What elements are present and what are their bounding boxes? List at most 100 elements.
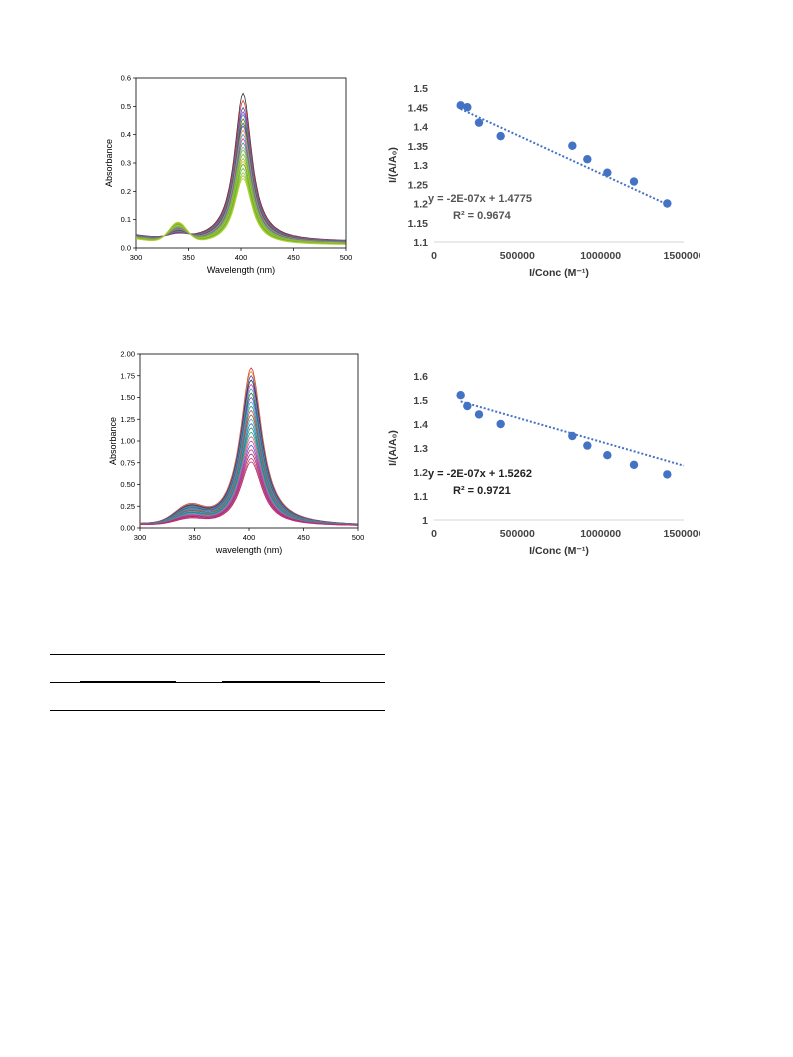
y-axis-label: I/(A/A₀) xyxy=(387,147,399,183)
y-tick-label: 0.2 xyxy=(121,187,131,196)
linear-fit-chart-bottom-svg: 0 500000 1000000 1500000 1 1.1 1.2 1.3 1.4 1.5 1.6… xyxy=(387,371,705,557)
data-point xyxy=(568,141,577,150)
table-mid-rule-emphasis-left xyxy=(80,681,176,683)
data-point xyxy=(474,118,484,127)
x-tick-label: 500 xyxy=(352,533,365,542)
spectrum-series-18 xyxy=(140,440,358,526)
data-point xyxy=(603,451,612,460)
y-tick-label: 0.4 xyxy=(121,130,131,139)
x-tick-label: 1000000 xyxy=(580,250,621,262)
data-point xyxy=(663,199,672,208)
x-tick-label: 0 xyxy=(431,528,437,540)
y-tick-label: 1.35 xyxy=(408,141,429,153)
spectra-chart-bottom: 300 350 400 450 500 0.00 0.25 0.50 0.75 1.00 1.25 1… xyxy=(98,348,368,566)
data-point xyxy=(629,177,639,186)
table-mid-rule xyxy=(50,682,385,683)
y-tick-label: 0.25 xyxy=(120,502,135,511)
data-point xyxy=(603,168,612,177)
r-squared-label: R² = 0.9721 xyxy=(453,485,511,497)
data-point xyxy=(583,155,592,164)
y-tick-label: 1.4 xyxy=(413,122,428,134)
linear-fit-chart-bottom: 0 500000 1000000 1500000 1 1.1 1.2 1.3 1.4 1.5 1.6… xyxy=(380,362,705,572)
x-tick-label: 450 xyxy=(297,533,310,542)
spectrum-series-9 xyxy=(139,401,358,525)
x-tick-label: 300 xyxy=(134,533,147,542)
spectra-chart-bottom-svg: 300 350 400 450 500 0.00 0.25 0.50 0.75 1.00 1.25 1… xyxy=(108,350,365,556)
data-point xyxy=(496,131,505,141)
trendline-equation: y = -2E-07x + 1.4775 xyxy=(428,193,532,205)
y-tick-label: 0.3 xyxy=(121,159,131,168)
y-tick-label: 1.2 xyxy=(413,199,428,211)
spectrum-series-14 xyxy=(140,423,358,526)
y-tick-label: 0.50 xyxy=(120,480,135,489)
x-tick-label: 1000000 xyxy=(580,528,621,540)
y-tick-label: 0.00 xyxy=(120,524,135,533)
y-tick-label: 1.45 xyxy=(408,102,429,114)
table-top-rule xyxy=(50,654,385,655)
y-tick-label: 1.5 xyxy=(413,83,428,95)
y-tick-label: 1.25 xyxy=(408,179,429,191)
trendline-equation: y = -2E-07x + 1.5262 xyxy=(428,468,532,480)
y-axis-label: Absorbance xyxy=(108,417,118,465)
table-bottom-rule xyxy=(50,710,385,711)
x-tick-label: 300 xyxy=(130,253,143,262)
y-tick-label: 1.3 xyxy=(413,160,428,172)
y-tick-label: 0.6 xyxy=(121,74,131,83)
x-tick-label: 400 xyxy=(243,533,256,542)
data-point xyxy=(463,401,472,411)
y-tick-label: 1.5 xyxy=(413,395,428,407)
x-tick-label: 350 xyxy=(182,253,195,262)
table-mid-rule-emphasis-right xyxy=(222,681,320,683)
spectrum-series-16 xyxy=(140,431,358,526)
x-tick-label: 500000 xyxy=(500,528,535,540)
linear-fit-chart-top-svg: 0 500000 1000000 1500000 1.1 1.15 1.2 1.25 1.3 1.… xyxy=(387,83,705,279)
x-tick-label: 500 xyxy=(340,253,353,262)
data-point xyxy=(568,431,577,441)
y-axis-label: I/(A/A₀) xyxy=(387,430,399,466)
y-tick-label: 1.25 xyxy=(120,415,135,424)
spectrum-series-23 xyxy=(140,461,358,526)
data-point xyxy=(663,470,672,479)
spectrum-series-7 xyxy=(140,392,358,525)
data-point xyxy=(583,441,592,450)
x-axis-label: I/Conc (M⁻¹) xyxy=(529,267,589,279)
x-axis-label: I/Conc (M⁻¹) xyxy=(529,545,589,557)
spectra-chart-top-svg: 300 350 400 450 500 0.0 0.1 0.2 0.3 0.4 0.5 0.6 Wave… xyxy=(104,74,353,276)
y-tick-label: 1.6 xyxy=(413,371,428,383)
linear-fit-chart-top: 0 500000 1000000 1500000 1.1 1.15 1.2 1.25 1.3 1.… xyxy=(380,76,705,296)
x-tick-label: 0 xyxy=(431,250,437,262)
y-tick-label: 1 xyxy=(422,515,428,527)
y-tick-label: 1.1 xyxy=(413,237,428,249)
x-tick-label: 350 xyxy=(188,533,201,542)
r-squared-label: R² = 0.9674 xyxy=(453,210,512,222)
trendline xyxy=(460,108,668,206)
y-tick-label: 0.0 xyxy=(121,244,131,253)
data-point xyxy=(456,391,465,400)
x-axis-label: Wavelength (nm) xyxy=(207,265,275,275)
x-tick-label: 450 xyxy=(287,253,300,262)
x-tick-label: 1500000 xyxy=(664,250,700,262)
data-point xyxy=(474,410,484,419)
spectrum-series-17 xyxy=(139,436,358,526)
x-tick-label: 500000 xyxy=(500,250,535,262)
x-tick-label: 400 xyxy=(235,253,248,262)
y-tick-label: 0.5 xyxy=(121,102,131,111)
spectrum-series-22 xyxy=(135,177,346,245)
data-point xyxy=(629,460,639,469)
y-tick-label: 1.75 xyxy=(120,371,135,380)
x-tick-label: 1500000 xyxy=(664,528,700,540)
y-tick-label: 1.2 xyxy=(413,467,428,479)
y-tick-label: 1.15 xyxy=(408,218,429,230)
y-tick-label: 1.4 xyxy=(413,419,428,431)
y-tick-label: 1.00 xyxy=(120,437,135,446)
y-tick-label: 2.00 xyxy=(120,350,135,359)
y-tick-label: 1.50 xyxy=(120,393,135,402)
data-point xyxy=(463,103,472,112)
spectrum-series-1 xyxy=(140,367,358,525)
spectrum-series-15 xyxy=(140,427,358,526)
y-axis-label: Absorbance xyxy=(104,139,114,187)
data-point xyxy=(496,419,505,429)
y-tick-label: 0.1 xyxy=(121,215,131,224)
y-tick-label: 1.3 xyxy=(413,443,428,455)
y-tick-label: 1.1 xyxy=(413,491,428,503)
